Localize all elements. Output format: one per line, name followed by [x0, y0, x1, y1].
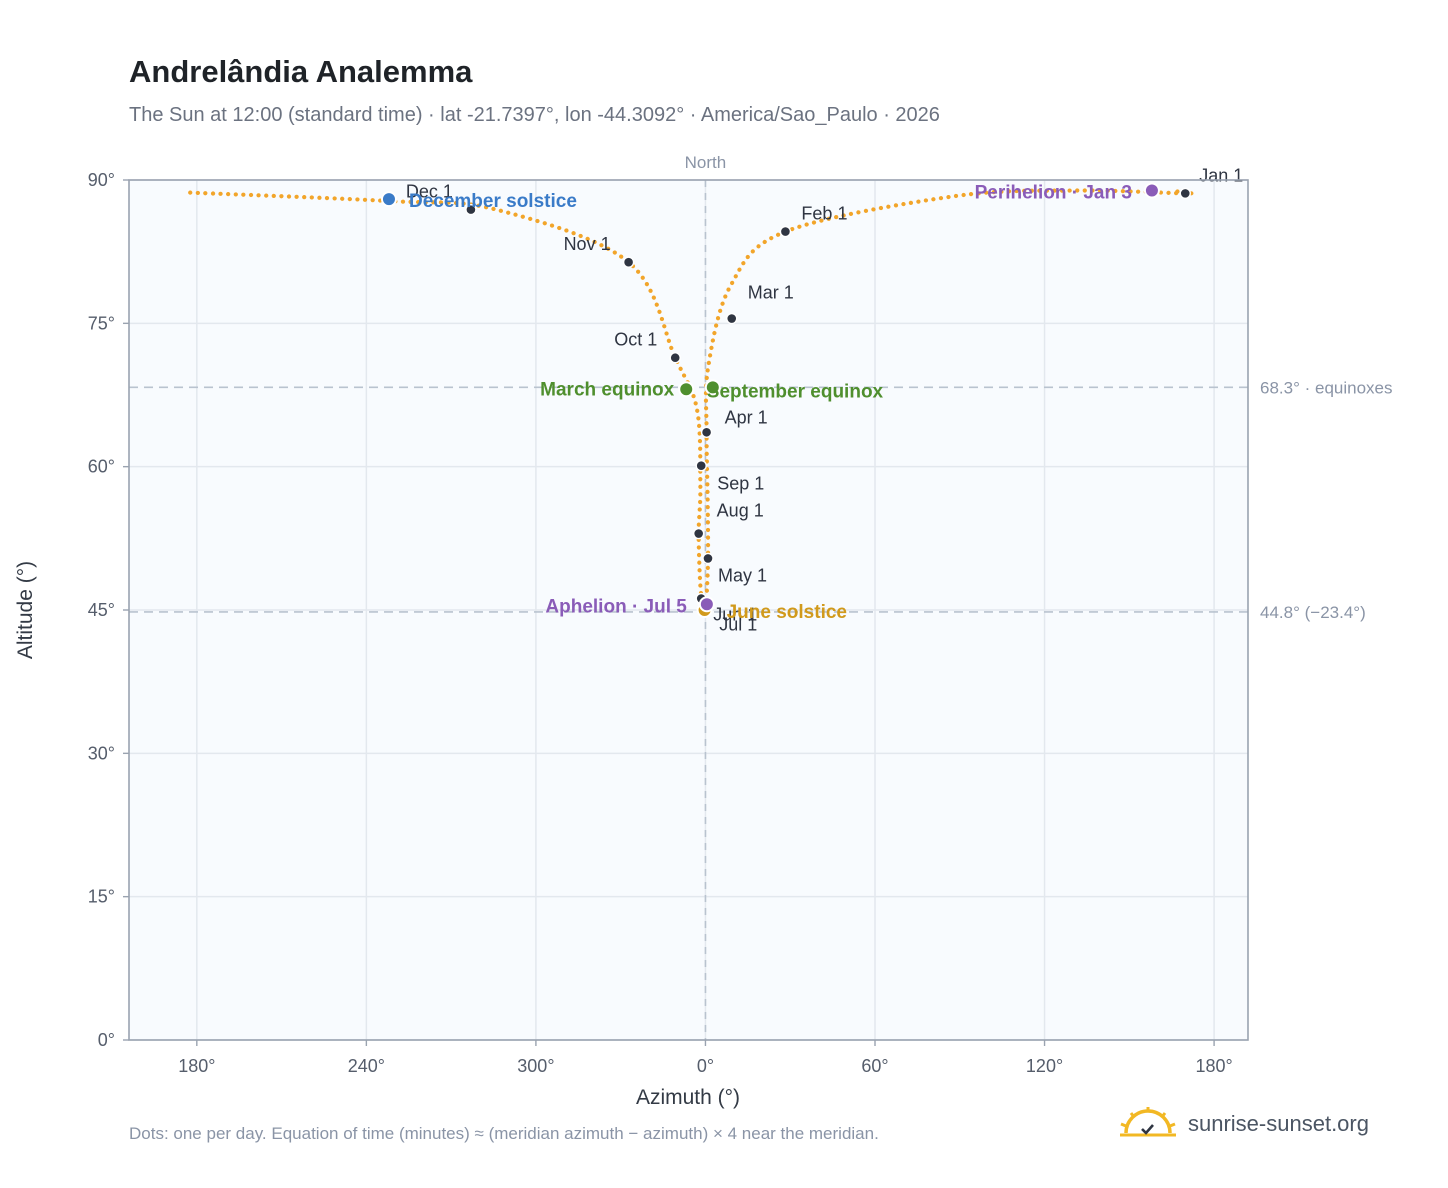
x-tick-label: 0°: [697, 1056, 714, 1076]
month-label: Apr 1: [725, 407, 768, 427]
reference-line-label: 68.3° · equinoxes: [1260, 378, 1393, 397]
event-marker: [1143, 182, 1160, 199]
month-label: Aug 1: [717, 501, 764, 521]
x-tick-label: 180°: [1195, 1056, 1232, 1076]
x-tick-label: 60°: [861, 1056, 888, 1076]
chart-title: Andrelândia Analemma: [129, 54, 473, 89]
event-label: June solstice: [727, 602, 847, 623]
x-axis-title: Azimuth (°): [636, 1086, 740, 1109]
month-label: Jun 1: [713, 604, 757, 624]
month-marker: [700, 426, 713, 438]
event-marker: [704, 379, 721, 396]
y-tick-label: 45°: [88, 600, 115, 620]
x-tick-label: 240°: [348, 1056, 385, 1076]
x-tick-label: 300°: [517, 1056, 554, 1076]
footnote: Dots: one per day. Equation of time (min…: [129, 1124, 879, 1143]
month-label: Feb 1: [801, 204, 847, 224]
month-label: Nov 1: [564, 234, 611, 254]
x-tick-label: 120°: [1026, 1056, 1063, 1076]
event-label: December solstice: [409, 191, 577, 212]
event-marker: [698, 596, 715, 613]
month-marker: [695, 460, 707, 472]
x-tick-label: 180°: [178, 1056, 215, 1076]
reference-line-label: 44.8° (−23.4°): [1260, 603, 1366, 622]
month-marker: [726, 312, 738, 325]
month-marker: [622, 256, 635, 268]
event-marker: [678, 381, 695, 398]
month-marker: [465, 203, 477, 216]
event-label: March equinox: [540, 379, 675, 400]
y-tick-label: 60°: [88, 457, 115, 477]
brand[interactable]: sunrise-sunset.org: [1120, 1104, 1369, 1144]
month-label: Jan 1: [1199, 165, 1243, 185]
month-label: Dec 1: [406, 182, 453, 202]
month-marker: [779, 225, 792, 238]
month-label: Mar 1: [748, 283, 794, 303]
month-label: May 1: [718, 565, 767, 585]
event-label: Aphelion · Jul 5: [545, 596, 687, 617]
y-tick-label: 90°: [88, 170, 115, 190]
month-label: Oct 1: [614, 330, 657, 350]
chart-subtitle: The Sun at 12:00 (standard time) · lat -…: [129, 104, 940, 126]
north-label: North: [685, 153, 727, 172]
brand-name: sunrise-sunset.org: [1188, 1111, 1369, 1136]
month-label: Jul 1: [719, 615, 757, 635]
y-tick-label: 0°: [98, 1030, 115, 1050]
month-marker: [702, 552, 714, 565]
event-label: September equinox: [707, 381, 884, 402]
event-label: Perihelion · Jan 3: [975, 183, 1132, 204]
axis-ticks: 180° 240° 300° 0° 60° 120° 180° 0° 15° 30° 45° 60° 7…: [88, 170, 1233, 1076]
event-marker: [380, 191, 397, 208]
month-marker: [692, 527, 705, 540]
y-tick-label: 15°: [88, 887, 115, 907]
y-tick-label: 75°: [88, 313, 115, 333]
month-label: Sep 1: [717, 474, 764, 494]
y-tick-label: 30°: [88, 743, 115, 763]
y-axis-title: Altitude (°): [14, 561, 37, 659]
month-marker: [669, 352, 681, 364]
sunrise-logo-icon: [1120, 1107, 1176, 1137]
month-marker: [1179, 187, 1191, 200]
